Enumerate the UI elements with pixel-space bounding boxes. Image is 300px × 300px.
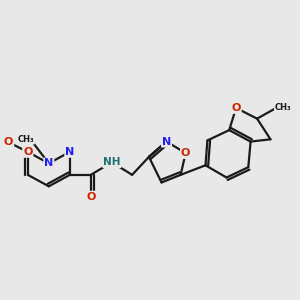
Text: N: N (65, 147, 74, 157)
Text: O: O (4, 137, 14, 147)
Text: NH: NH (103, 157, 121, 167)
Text: O: O (86, 192, 95, 202)
Text: O: O (231, 103, 241, 113)
Text: CH₃: CH₃ (275, 103, 291, 112)
Text: N: N (44, 158, 53, 168)
Text: O: O (181, 148, 190, 158)
Text: O: O (23, 147, 32, 157)
Text: CH₃: CH₃ (18, 135, 34, 144)
Text: N: N (162, 136, 171, 147)
